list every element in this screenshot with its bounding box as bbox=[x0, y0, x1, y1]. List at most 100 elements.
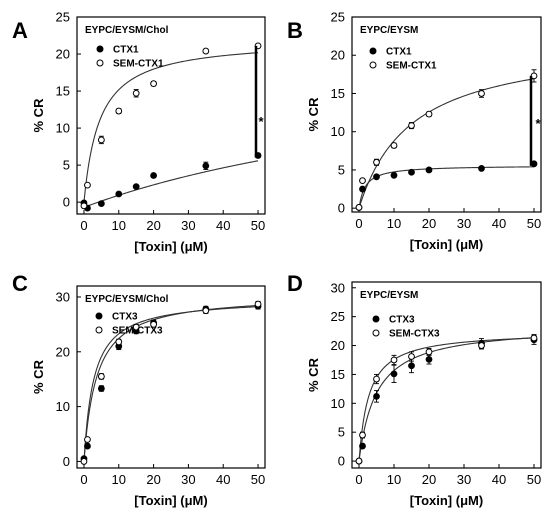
panel-a: A 0 10 20 30 40 50 0 5 10 15 20 25 [Toxin] (μM) % CR EY… bbox=[12, 10, 266, 254]
data-point bbox=[425, 356, 433, 363]
panel-d: D 0 10 20 30 40 50 0 5 10 15 20 25 30 [Toxin] (μM) % CR… bbox=[287, 271, 542, 508]
data-point bbox=[530, 334, 538, 342]
y-tick-label: 10 bbox=[56, 121, 70, 136]
x-tick-label: 30 bbox=[181, 472, 195, 487]
data-point bbox=[80, 202, 88, 210]
data-point bbox=[115, 107, 123, 115]
data-point bbox=[359, 185, 366, 193]
series-ctx1 bbox=[355, 160, 538, 211]
legend-marker bbox=[369, 61, 377, 69]
data-point bbox=[373, 392, 380, 400]
panel-letter: B bbox=[287, 18, 303, 43]
legend-entry: SEM-CTX3 bbox=[112, 326, 163, 337]
panel-letter: C bbox=[12, 271, 28, 296]
fit-curve bbox=[358, 337, 535, 462]
y-tick-label: 5 bbox=[338, 425, 345, 440]
x-tick-label: 40 bbox=[492, 216, 506, 231]
data-point bbox=[84, 436, 91, 443]
data-point bbox=[202, 162, 210, 170]
y-tick-label: 30 bbox=[56, 289, 70, 304]
y-axis-title: % CR bbox=[306, 357, 321, 392]
plot-frame bbox=[351, 281, 542, 469]
y-tick-label: 10 bbox=[56, 399, 70, 414]
y-axis-title: % CR bbox=[31, 98, 46, 133]
data-point bbox=[202, 307, 210, 315]
y-tick-label: 0 bbox=[63, 195, 70, 210]
data-point bbox=[132, 89, 140, 97]
legend-entry: SEM-CTX1 bbox=[113, 59, 164, 70]
data-point bbox=[408, 362, 415, 370]
x-axis-title: [Toxin] (μM) bbox=[410, 237, 483, 252]
y-tick-label: 0 bbox=[338, 201, 345, 216]
data-point bbox=[132, 323, 140, 331]
data-point bbox=[150, 80, 157, 88]
data-point bbox=[97, 200, 105, 208]
plot-frame bbox=[76, 285, 266, 469]
panel-letter: A bbox=[12, 18, 28, 43]
legend-entry: CTX3 bbox=[389, 315, 415, 326]
data-point bbox=[408, 122, 415, 129]
x-tick-label: 20 bbox=[146, 218, 160, 233]
condition-label: EYPC/EYSM bbox=[360, 290, 418, 301]
x-tick-label: 10 bbox=[112, 218, 126, 233]
x-tick-label: 0 bbox=[355, 216, 362, 231]
series-sem-ctx3 bbox=[355, 334, 538, 465]
data-point bbox=[97, 373, 105, 380]
series-sem-ctx3 bbox=[80, 300, 262, 465]
data-point bbox=[478, 165, 485, 172]
y-tick-label: 0 bbox=[63, 454, 70, 469]
y-tick-label: 5 bbox=[63, 158, 70, 173]
x-axis-title: [Toxin] (μM) bbox=[134, 493, 207, 508]
data-point bbox=[115, 190, 123, 198]
y-tick-label: 20 bbox=[56, 47, 70, 62]
legend-entry: CTX1 bbox=[386, 47, 412, 58]
legend-entry: SEM-CTX1 bbox=[386, 61, 437, 72]
data-point bbox=[115, 338, 123, 346]
fit-curve bbox=[83, 160, 259, 208]
fit-curve bbox=[83, 52, 259, 203]
y-tick-label: 15 bbox=[331, 367, 345, 382]
x-axis-title: [Toxin] (μM) bbox=[134, 239, 207, 254]
data-point bbox=[254, 300, 262, 308]
x-axis-title: [Toxin] (μM) bbox=[410, 493, 483, 508]
panel-letter: D bbox=[287, 271, 303, 296]
data-point bbox=[390, 142, 398, 149]
data-point bbox=[390, 370, 398, 378]
x-tick-label: 0 bbox=[355, 472, 362, 487]
y-tick-label: 15 bbox=[56, 84, 70, 99]
data-point bbox=[478, 90, 485, 97]
data-point bbox=[84, 442, 91, 450]
data-point bbox=[373, 173, 380, 181]
y-tick-label: 10 bbox=[331, 124, 345, 139]
fit-curve bbox=[358, 337, 535, 462]
data-point bbox=[150, 320, 157, 328]
data-point bbox=[84, 181, 91, 189]
data-point bbox=[390, 356, 398, 364]
legend-marker bbox=[95, 312, 103, 320]
y-tick-label: 25 bbox=[56, 10, 70, 25]
y-axis-title: % CR bbox=[31, 359, 46, 394]
legend-marker bbox=[95, 326, 103, 334]
x-tick-label: 20 bbox=[422, 472, 436, 487]
x-tick-label: 40 bbox=[216, 472, 230, 487]
y-tick-label: 0 bbox=[338, 454, 345, 469]
data-point bbox=[132, 183, 140, 190]
data-point bbox=[373, 375, 380, 383]
series-ctx1 bbox=[80, 152, 262, 212]
y-tick-label: 30 bbox=[331, 280, 345, 295]
x-tick-label: 50 bbox=[527, 216, 541, 231]
x-tick-label: 20 bbox=[422, 216, 436, 231]
series-sem-ctx1 bbox=[80, 42, 262, 210]
legend-marker bbox=[372, 329, 380, 337]
x-tick-label: 40 bbox=[216, 218, 230, 233]
data-point bbox=[202, 47, 210, 55]
panel-c: C 0 10 20 30 40 50 0 10 20 30 [Toxin] (μM) % CR EYPC/… bbox=[12, 271, 266, 508]
legend-entry: CTX1 bbox=[113, 45, 139, 56]
fit-curve bbox=[358, 166, 535, 209]
x-tick-label: 10 bbox=[387, 472, 401, 487]
plot-frame bbox=[351, 16, 542, 213]
series-ctx3 bbox=[80, 302, 262, 463]
data-point bbox=[359, 177, 366, 185]
series-ctx3 bbox=[355, 334, 538, 465]
